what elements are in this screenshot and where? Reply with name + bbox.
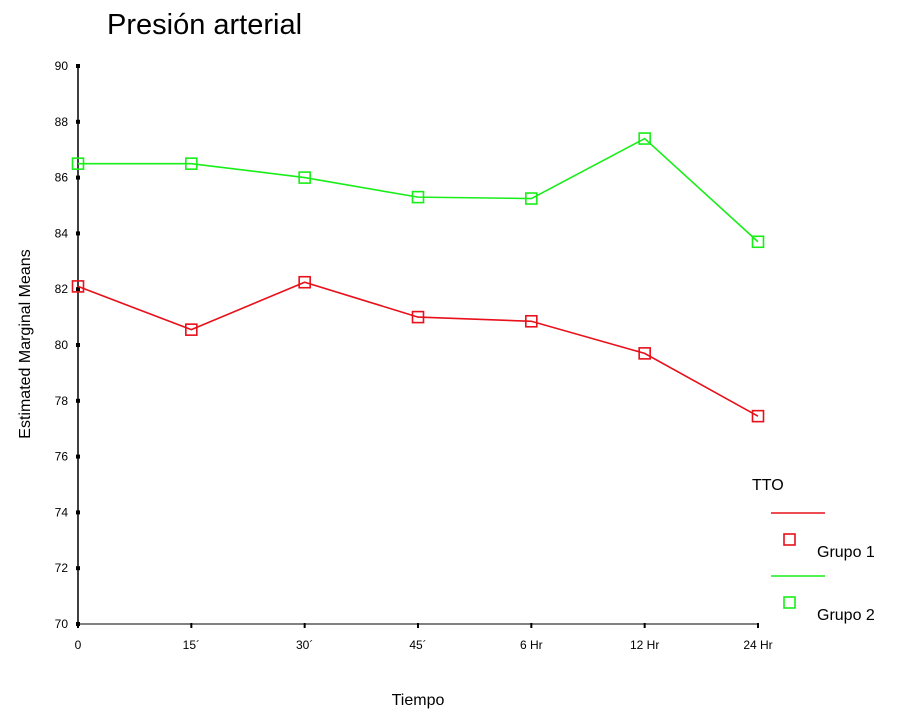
data-point: [525, 192, 538, 205]
x-tick-mark: [190, 623, 193, 628]
series-1: [71, 275, 765, 423]
x-axis-label: Tiempo: [392, 692, 445, 709]
data-point: [185, 157, 198, 170]
x-tick-label: 15´: [183, 638, 200, 652]
y-tick-label: 76: [55, 450, 69, 464]
y-tick-label: 84: [55, 226, 69, 240]
data-point: [751, 409, 765, 423]
x-tick-mark: [643, 623, 646, 628]
legend-label: Grupo 1: [817, 544, 875, 561]
series-group: [71, 132, 765, 423]
legend: TTO Grupo 1 Grupo 2: [752, 477, 875, 624]
data-point: [411, 310, 425, 324]
legend-title: TTO: [752, 477, 784, 494]
y-tick-label: 74: [55, 505, 69, 519]
data-point: [751, 235, 765, 249]
y-tick-label: 80: [55, 338, 69, 352]
x-tick-label: 24 Hr: [743, 638, 772, 652]
series-line: [78, 137, 759, 243]
y-tick-mark: [76, 566, 80, 571]
series-line: [77, 281, 759, 417]
x-axis-ticks: 0 15´ 30´ 45´ 6 Hr 12 Hr 24 Hr: [75, 623, 773, 652]
data-point: [71, 157, 85, 170]
legend-marker: [783, 533, 796, 546]
y-tick-label: 70: [55, 617, 69, 631]
y-tick-mark: [76, 510, 80, 515]
x-tick-mark: [303, 623, 306, 628]
x-tick-label: 12 Hr: [630, 638, 659, 652]
data-point: [638, 132, 651, 145]
legend-label: Grupo 2: [817, 607, 875, 624]
data-point: [298, 275, 311, 289]
legend-item: Grupo 2: [771, 575, 875, 624]
y-tick-label: 90: [55, 59, 69, 73]
data-point: [411, 190, 425, 204]
y-axis-label: Estimated Marginal Means: [17, 249, 34, 438]
data-point: [298, 171, 311, 184]
data-point: [71, 280, 85, 293]
y-tick-mark: [76, 287, 80, 292]
x-tick-mark: [530, 623, 533, 628]
y-tick-mark: [76, 454, 80, 459]
x-tick-label: 30´: [296, 638, 313, 652]
y-tick-mark: [76, 119, 80, 124]
x-tick-label: 45´: [409, 638, 426, 652]
legend-marker: [783, 596, 796, 609]
y-tick-label: 82: [55, 282, 69, 296]
legend-items: Grupo 1 Grupo 2: [771, 512, 875, 624]
data-point: [525, 314, 538, 328]
y-tick-mark: [76, 64, 80, 68]
x-tick-mark: [757, 623, 759, 628]
x-tick-label: 0: [75, 638, 82, 652]
legend-item: Grupo 1: [771, 512, 875, 561]
chart-title: Presión arterial: [107, 9, 302, 41]
x-tick-mark: [417, 623, 419, 628]
y-axis-ticks: 70 72 74 76 78 80 82 84 86 88 90: [55, 59, 80, 631]
y-tick-mark: [76, 398, 80, 403]
y-tick-label: 86: [55, 171, 69, 185]
data-point: [185, 323, 198, 336]
x-tick-mark: [77, 623, 79, 628]
data-point: [638, 347, 651, 360]
y-tick-mark: [76, 343, 80, 347]
y-tick-mark: [76, 175, 80, 180]
y-tick-label: 78: [55, 394, 69, 408]
x-tick-label: 6 Hr: [520, 638, 543, 652]
series-2: [71, 132, 765, 249]
y-tick-label: 88: [55, 115, 69, 129]
y-tick-label: 72: [55, 561, 69, 575]
y-tick-mark: [76, 231, 80, 236]
